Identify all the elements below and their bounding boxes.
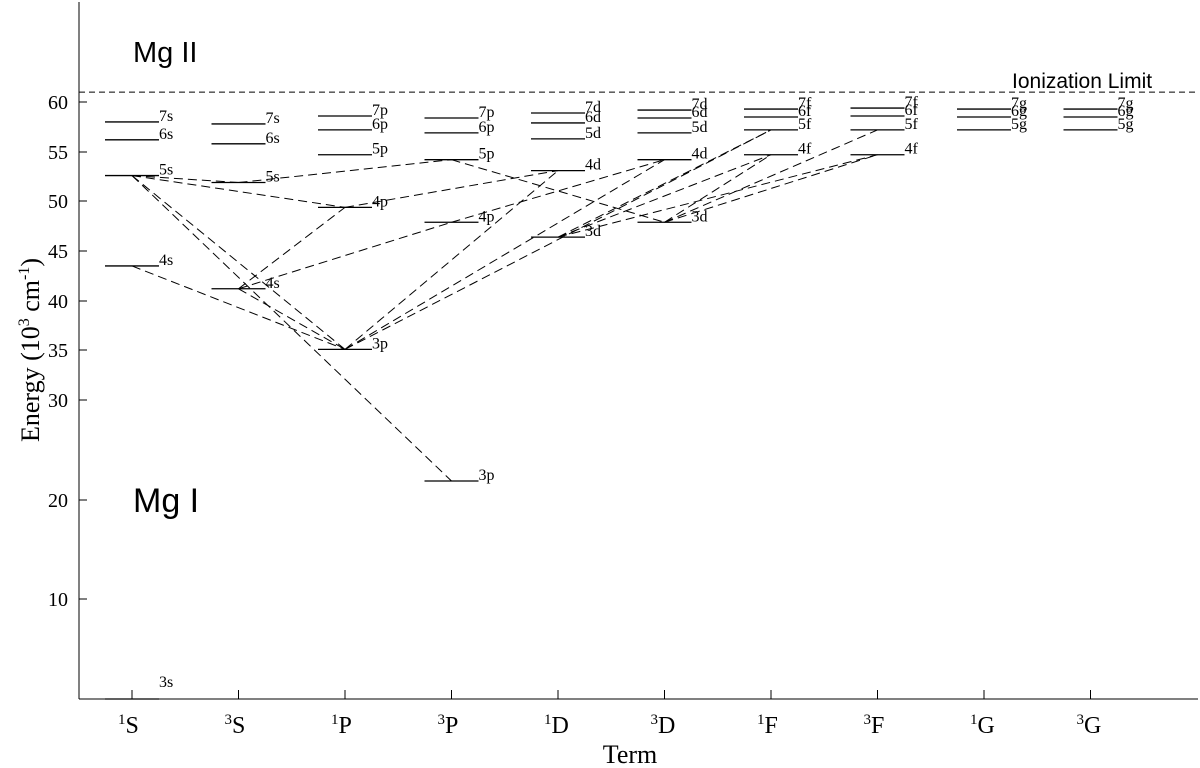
energy-level-label: 6f bbox=[905, 102, 919, 119]
energy-level-label: 7p bbox=[479, 104, 495, 121]
energy-level-label: 4p bbox=[479, 208, 495, 225]
energy-level-label: 7f bbox=[905, 94, 919, 111]
energy-level-label: 5f bbox=[798, 116, 812, 133]
energy-level-label: 6f bbox=[798, 103, 812, 120]
energy-level-label: 6d bbox=[692, 104, 708, 121]
energy-level-label: 7p bbox=[372, 102, 388, 119]
energy-level-label: 6p bbox=[479, 119, 495, 136]
y-tick-label: 30 bbox=[48, 390, 68, 412]
energy-level-label: 7s bbox=[266, 110, 280, 127]
y-tick-label: 50 bbox=[48, 191, 68, 213]
energy-level-label: 4p bbox=[372, 193, 388, 210]
energy-level-label: 5p bbox=[479, 146, 495, 163]
transitions bbox=[131, 129, 878, 482]
y-tick-label: 20 bbox=[48, 490, 68, 512]
transition-line bbox=[344, 170, 559, 208]
energy-level-label: 7d bbox=[585, 99, 601, 116]
transition-line bbox=[238, 159, 452, 184]
y-axis-title: Energy (103 cm-1) bbox=[16, 258, 45, 442]
y-tick-label: 45 bbox=[48, 241, 68, 263]
mg-ii-label: Mg II bbox=[133, 37, 197, 69]
term-label: 1D bbox=[544, 712, 569, 739]
transition-line bbox=[344, 159, 665, 350]
energy-level-label: 4s bbox=[266, 275, 280, 292]
y-tick-label: 10 bbox=[48, 589, 68, 611]
energy-level-label: 5s bbox=[159, 162, 173, 179]
energy-level-label: 4d bbox=[585, 157, 601, 174]
energy-level-label: 5p bbox=[372, 141, 388, 158]
energy-level-label: 3d bbox=[585, 223, 601, 240]
energy-level-label: 5g bbox=[1118, 116, 1134, 133]
transition-line bbox=[131, 175, 239, 184]
x-ticks: 1S 3S 1P 3P 1D 3D 1F 3F 1G 3G bbox=[118, 690, 1101, 739]
energy-level-label: 4f bbox=[905, 141, 919, 158]
transition-line bbox=[557, 154, 878, 238]
energy-level-label: 7s bbox=[159, 108, 173, 125]
levels: 3s4s5s6s7s4s5s6s7s3p4p5p6p7p3p4p5p6p7p3d… bbox=[105, 94, 1134, 700]
energy-level-label: 4s bbox=[159, 252, 173, 269]
term-label: 3F bbox=[864, 712, 885, 739]
transition-line bbox=[344, 170, 559, 350]
energy-level-label: 5f bbox=[905, 116, 919, 133]
y-tick-label: 35 bbox=[48, 340, 68, 362]
y-ticks: 60 55 50 45 40 35 30 20 10 bbox=[48, 92, 87, 611]
energy-level-label: 4d bbox=[692, 146, 708, 163]
transition-line bbox=[664, 129, 878, 223]
mg-i-label: Mg I bbox=[133, 482, 199, 520]
energy-level-label: 5d bbox=[692, 119, 708, 136]
term-label: 3P bbox=[438, 712, 459, 739]
energy-level-label: 5g bbox=[1011, 116, 1027, 133]
transition-line bbox=[238, 221, 452, 290]
energy-level-label: 6g bbox=[1011, 103, 1027, 120]
energy-level-label: 7f bbox=[798, 95, 812, 112]
transition-line bbox=[238, 288, 346, 350]
x-axis-title: Term bbox=[603, 740, 658, 768]
ionization-limit-label: Ionization Limit bbox=[1012, 70, 1152, 93]
transition-line bbox=[131, 175, 346, 350]
energy-level-label: 3s bbox=[159, 674, 173, 691]
transition-line bbox=[664, 154, 878, 223]
transition-line bbox=[451, 159, 665, 223]
energy-level-label: 6g bbox=[1118, 103, 1134, 120]
transition-line bbox=[131, 175, 346, 208]
energy-level-label: 7g bbox=[1011, 95, 1027, 112]
transition-line bbox=[451, 159, 665, 223]
energy-level-label: 5s bbox=[266, 169, 280, 186]
term-label: 3D bbox=[651, 712, 676, 739]
energy-level-label: 3p bbox=[479, 467, 495, 484]
energy-level-label: 3d bbox=[692, 208, 708, 225]
energy-level-label: 6p bbox=[372, 116, 388, 133]
energy-level-label: 6s bbox=[266, 130, 280, 147]
y-tick-label: 55 bbox=[48, 142, 68, 164]
transition-line bbox=[664, 154, 772, 223]
energy-level-label: 6d bbox=[585, 109, 601, 126]
energy-level-label: 4f bbox=[798, 141, 812, 158]
term-label: 3S bbox=[225, 712, 246, 739]
transition-line bbox=[557, 129, 772, 238]
transition-line bbox=[344, 129, 772, 350]
y-tick-label: 40 bbox=[48, 291, 68, 313]
energy-level-label: 7g bbox=[1118, 95, 1134, 112]
term-label: 1G bbox=[970, 712, 995, 739]
transition-line bbox=[131, 265, 346, 350]
term-label: 1S bbox=[118, 712, 139, 739]
energy-level-label: 5d bbox=[585, 125, 601, 142]
term-label: 1F bbox=[757, 712, 778, 739]
term-label: 3G bbox=[1077, 712, 1102, 739]
svg-text:Energy (103 cm-1): Energy (103 cm-1) bbox=[16, 258, 45, 442]
energy-level-label: 7d bbox=[692, 96, 708, 113]
transition-line bbox=[238, 206, 346, 290]
term-label: 1P bbox=[331, 712, 352, 739]
transition-line bbox=[557, 154, 772, 238]
energy-level-label: 3p bbox=[372, 335, 388, 352]
transition-line bbox=[131, 175, 452, 482]
energy-level-label: 6s bbox=[159, 126, 173, 143]
y-tick-label: 60 bbox=[48, 92, 68, 114]
